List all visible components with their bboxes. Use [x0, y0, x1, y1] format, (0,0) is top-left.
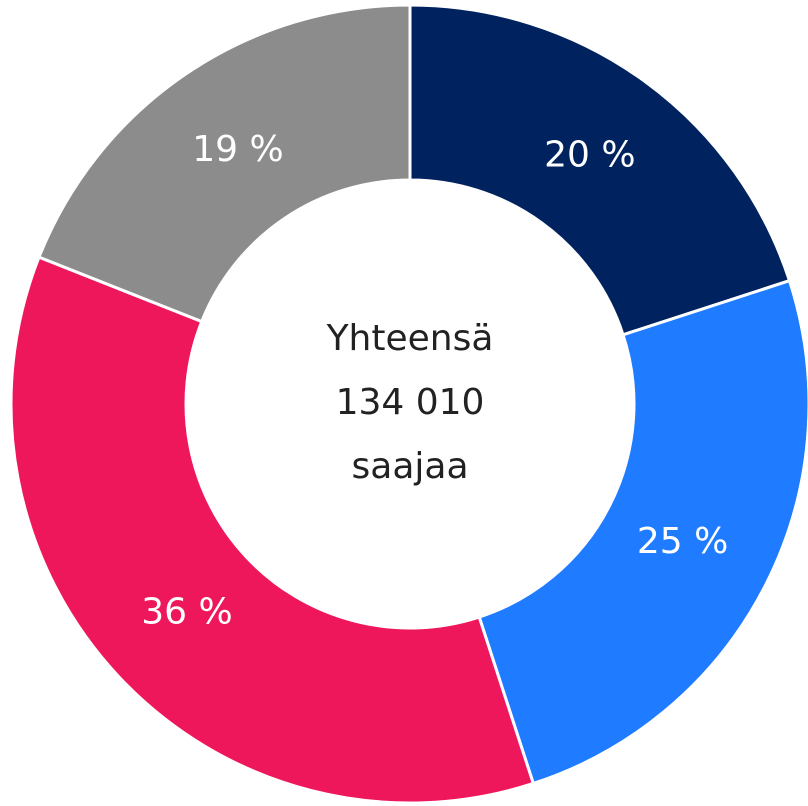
slice-label: 19 %: [192, 129, 283, 170]
slice-label: 20 %: [544, 134, 635, 175]
slice-label: 25 %: [637, 521, 728, 562]
center-text: 134 010: [336, 382, 485, 423]
donut-slice: [477, 278, 808, 786]
donut-slice: [9, 255, 536, 805]
donut-slice: [408, 3, 792, 337]
center-text: saajaa: [352, 446, 469, 487]
center-text: Yhteensä: [326, 318, 494, 359]
slice-label: 36 %: [141, 591, 232, 632]
donut-slice: [37, 3, 412, 324]
